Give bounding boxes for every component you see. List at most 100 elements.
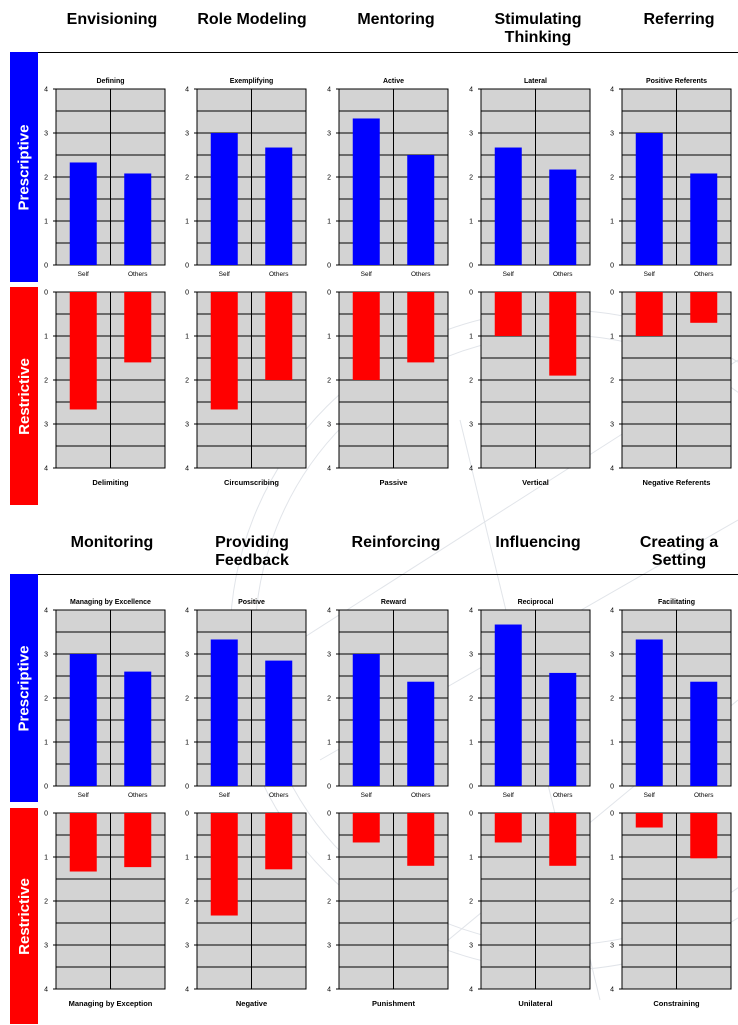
y-tick-label: 0 [469,290,473,297]
y-tick-label: 0 [610,811,614,818]
y-tick-label: 3 [44,943,48,950]
y-tick-label: 3 [185,422,189,429]
y-tick-label: 2 [44,899,48,906]
y-tick-label: 3 [610,943,614,950]
y-tick-label: 4 [610,987,614,994]
y-tick-label: 4 [469,608,473,615]
x-tick-label: Self [78,792,89,799]
bar-self [635,292,663,336]
y-tick-label: 1 [469,740,473,747]
y-tick-label: 1 [44,334,48,341]
bar-self [69,292,97,410]
y-tick-label: 4 [185,608,189,615]
chart-title: Punishment [372,999,415,1008]
y-tick-label: 1 [327,855,331,862]
bar-self [352,654,380,786]
bar-others [690,681,718,786]
bar-others [407,155,435,265]
y-tick-label: 1 [185,334,189,341]
bar-self [210,133,238,265]
y-tick-label: 0 [185,263,189,270]
y-tick-label: 3 [327,652,331,659]
x-tick-label: Others [269,271,289,278]
chart-title: Positive Referents [646,78,707,85]
x-tick-label: Self [644,271,655,278]
y-tick-label: 0 [185,290,189,297]
bar-others [265,147,293,265]
bar-others [124,292,152,363]
chart-title: Negative Referents [643,478,711,487]
y-tick-label: 2 [610,175,614,182]
bar-self [635,133,663,265]
bar-self [210,813,238,916]
bar-self [69,654,97,786]
chart-title: Reward [381,599,406,606]
y-tick-label: 0 [185,811,189,818]
bar-self [494,147,522,265]
bar-self [635,813,663,828]
y-tick-label: 2 [610,899,614,906]
bar-others [407,681,435,786]
y-tick-label: 0 [610,263,614,270]
bar-others [549,169,577,265]
y-tick-label: 4 [469,466,473,473]
bar-others [124,813,152,868]
y-tick-label: 4 [327,87,331,94]
x-tick-label: Self [78,271,89,278]
prescriptive-band: Prescriptive [10,574,38,802]
y-tick-label: 1 [469,855,473,862]
y-tick-label: 4 [185,466,189,473]
y-tick-label: 3 [610,131,614,138]
y-tick-label: 0 [44,263,48,270]
y-tick-label: 4 [185,87,189,94]
y-tick-label: 2 [44,378,48,385]
y-tick-label: 3 [185,943,189,950]
bar-others [407,292,435,363]
y-tick-label: 1 [469,219,473,226]
y-tick-label: 1 [610,334,614,341]
bar-others [124,671,152,786]
y-tick-label: 2 [185,378,189,385]
y-tick-label: 2 [185,899,189,906]
y-tick-label: 0 [327,784,331,791]
y-tick-label: 0 [469,811,473,818]
bar-self [494,624,522,786]
y-tick-label: 1 [610,855,614,862]
y-tick-label: 4 [44,608,48,615]
x-tick-label: Others [694,792,714,799]
bar-self [210,639,238,786]
y-tick-label: 4 [610,608,614,615]
bar-others [265,660,293,786]
chart-title: Circumscribing [224,478,279,487]
y-tick-label: 0 [327,811,331,818]
y-tick-label: 2 [44,696,48,703]
x-tick-label: Others [553,271,573,278]
bar-self [210,292,238,410]
x-tick-label: Self [644,792,655,799]
chart-title: Constraining [653,999,700,1008]
y-tick-label: 4 [610,466,614,473]
y-tick-label: 0 [327,290,331,297]
y-tick-label: 2 [327,378,331,385]
y-tick-label: 4 [469,87,473,94]
y-tick-label: 1 [44,219,48,226]
column-header: Role Modeling [197,11,307,28]
y-tick-label: 2 [185,696,189,703]
bar-self [69,162,97,265]
x-tick-label: Others [694,271,714,278]
y-tick-label: 1 [185,219,189,226]
y-tick-label: 1 [44,855,48,862]
column-header: Referring [643,11,715,28]
bar-others [549,813,577,866]
chart-title: Managing by Exception [69,999,153,1008]
y-tick-label: 1 [610,219,614,226]
bar-self [352,292,380,380]
restrictive-band: Restrictive [10,808,38,1024]
y-tick-label: 0 [469,784,473,791]
bar-self [69,813,97,872]
y-tick-label: 0 [44,784,48,791]
y-tick-label: 3 [469,652,473,659]
x-tick-label: Others [269,792,289,799]
restrictive-band: Restrictive [10,287,38,505]
y-tick-label: 0 [469,263,473,270]
